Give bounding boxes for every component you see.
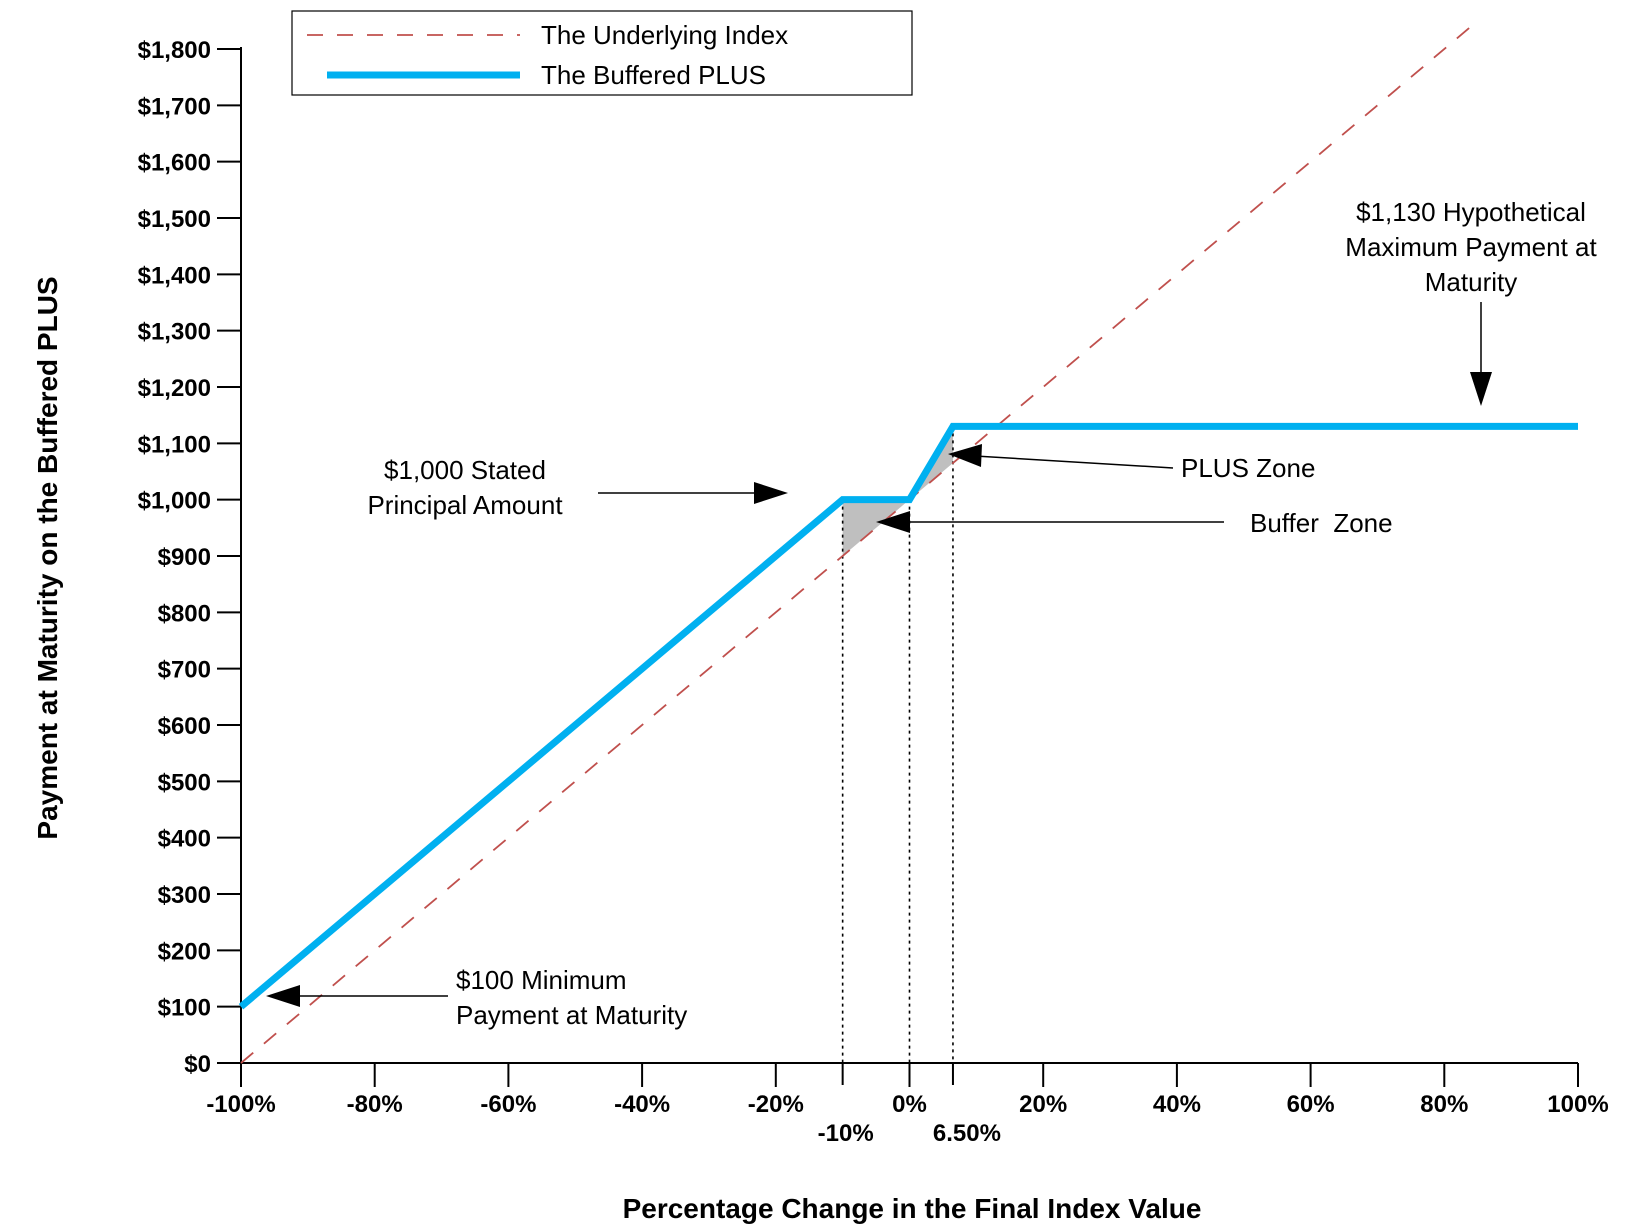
annotation-minimum-payment-line1: $100 Minimum [456,965,627,995]
y-tick-label: $1,800 [138,37,211,64]
y-tick-label: $1,400 [138,262,211,289]
x-tick-label: 20% [1019,1091,1067,1118]
y-tick-label: $1,600 [138,150,211,177]
x-tick-label: 0% [892,1091,927,1118]
y-tick-label: $300 [158,882,211,909]
annotation-hypothetical-max-line2: Maximum Payment at [1345,232,1597,262]
legend: The Underlying Index The Buffered PLUS [291,10,913,96]
y-tick-label: $100 [158,995,211,1022]
legend-box [291,10,913,96]
special-tick-label: 6.50% [933,1120,1001,1147]
y-tick-label: $1,200 [138,375,211,402]
y-tick-label: $200 [158,938,211,965]
zone-shading [842,426,953,556]
annotation-plus-zone: PLUS Zone [948,444,1315,483]
annotation-buffer-zone: Buffer Zone [876,508,1393,538]
series-lines [238,20,1578,1064]
x-tick-label: 80% [1420,1091,1468,1118]
legend-label-underlying-index: The Underlying Index [541,20,788,50]
x-tick-label: 40% [1153,1091,1201,1118]
annotation-hypothetical-max-arrowhead [1470,372,1492,406]
special-tick-label: -10% [818,1120,874,1147]
y-tick-label: $700 [158,657,211,684]
y-tick-label: $1,000 [138,488,211,515]
y-tick-label: $1,300 [138,319,211,346]
axes [217,47,1579,1087]
y-tick-label: $1,700 [138,93,211,120]
y-tick-label: $0 [184,1051,211,1078]
annotation-plus-zone-arrowhead [948,444,982,467]
annotation-hypothetical-max-line3: Maturity [1425,267,1517,297]
annotation-minimum-payment: $100 Minimum Payment at Maturity [266,965,687,1030]
series-line-the-buffered-plus [238,422,1578,1010]
y-tick-label: $800 [158,600,211,627]
annotation-stated-principal-arrowhead [754,482,788,504]
x-tick-label: 60% [1287,1091,1335,1118]
y-tick-label: $500 [158,769,211,796]
annotation-stated-principal: $1,000 Stated Principal Amount [367,455,788,520]
annotation-minimum-payment-arrowhead [266,985,300,1007]
x-axis-title: Percentage Change in the Final Index Val… [623,1193,1202,1224]
annotation-plus-zone-label: PLUS Zone [1181,453,1315,483]
y-tick-label: $900 [158,544,211,571]
legend-label-buffered-plus: The Buffered PLUS [541,60,766,90]
x-tick-label: -100% [206,1091,275,1118]
tick-labels: $0 $100 $200 $300 $400 $500 $600 $700 $800 $900 $1… [138,37,1609,1147]
y-tick-label: $1,100 [138,431,211,458]
annotation-hypothetical-max-line1: $1,130 Hypothetical [1356,197,1586,227]
x-tick-label: -60% [480,1091,536,1118]
annotation-stated-principal-line2: Principal Amount [367,490,563,520]
annotation-plus-zone-arrow [974,455,1174,469]
x-tick-label: -40% [614,1091,670,1118]
annotation-buffer-zone-arrowhead [876,511,910,533]
y-tick-label: $600 [158,713,211,740]
annotation-stated-principal-line1: $1,000 Stated [384,455,546,485]
x-tick-label: -80% [347,1091,403,1118]
x-tick-label: 100% [1547,1091,1608,1118]
x-tick-label: -20% [748,1091,804,1118]
y-tick-label: $1,500 [138,206,211,233]
annotation-buffer-zone-label: Buffer Zone [1250,508,1393,538]
y-axis-title: Payment at Maturity on the Buffered PLUS [32,276,63,839]
annotation-hypothetical-max: $1,130 Hypothetical Maximum Payment at M… [1345,197,1597,406]
dotted-guides [841,426,954,1063]
y-tick-label: $400 [158,826,211,853]
annotation-minimum-payment-line2: Payment at Maturity [456,1000,687,1030]
